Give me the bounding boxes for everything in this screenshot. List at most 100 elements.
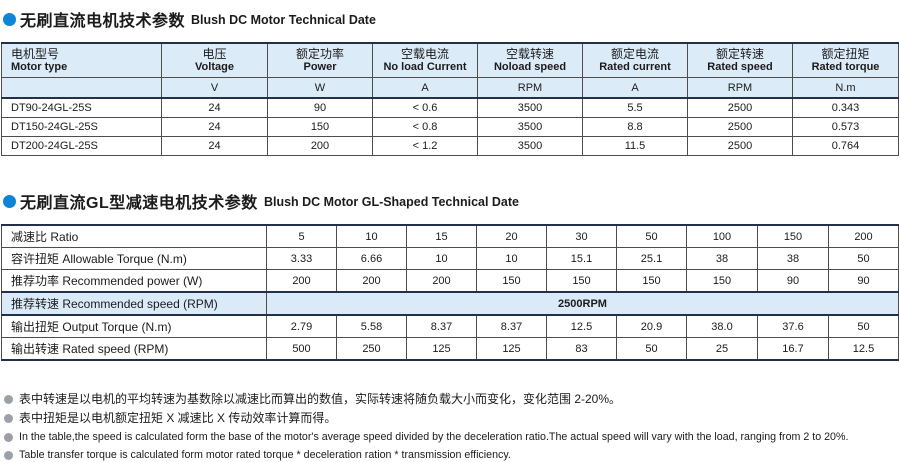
cell: 50	[616, 224, 687, 248]
cell: 3500	[477, 97, 583, 118]
cell: 200	[266, 269, 337, 293]
cell: 150	[616, 269, 687, 293]
table1-units-row: V W A RPM A RPM N.m	[1, 77, 899, 99]
unit-cell: W	[267, 77, 373, 99]
cell: 12.5	[546, 314, 617, 338]
cell: 8.8	[582, 117, 688, 137]
footnote-line: 表中转速是以电机的平均转速为基数除以减速比而算出的数值，实际转速将随负载大小而变…	[4, 392, 899, 407]
cell: 38	[686, 247, 758, 270]
cell: 250	[336, 337, 407, 361]
motor-spec-table: 电机型号 Motor type 电压 Voltage 额定功率 Power 空载…	[1, 42, 899, 156]
cell: 2500	[687, 136, 793, 156]
cell-model: DT150-24GL-25S	[1, 117, 162, 137]
cell: 20	[476, 224, 547, 248]
cell: < 0.8	[372, 117, 478, 137]
unit-cell: A	[582, 77, 688, 99]
cell: 6.66	[336, 247, 407, 270]
table-row-ratio: 减速比 Ratio 5 10 15 20 30 50 100 150 200	[1, 224, 899, 248]
cell: 8.37	[406, 314, 477, 338]
row-label: 推荐转速 Recommended speed (RPM)	[1, 291, 267, 316]
header-cell-noload-current: 空载电流 No load Current	[372, 42, 478, 78]
cell: 15.1	[546, 247, 617, 270]
cell: 150	[686, 269, 758, 293]
table-row: DT200-24GL-25S 24 200 < 1.2 3500 11.5 25…	[1, 136, 899, 156]
cell: 10	[476, 247, 547, 270]
cell: 90	[828, 269, 899, 293]
cell: 200	[828, 224, 899, 248]
cell: 24	[161, 117, 268, 137]
cell: < 1.2	[372, 136, 478, 156]
unit-cell: N.m	[792, 77, 899, 99]
cell: 3.33	[266, 247, 337, 270]
cell: 150	[546, 269, 617, 293]
table-row-recommended-speed: 推荐转速 Recommended speed (RPM) 2500RPM	[1, 291, 899, 316]
cell: 2.79	[266, 314, 337, 338]
cell: 38	[757, 247, 829, 270]
cell: 12.5	[828, 337, 899, 361]
header-cell-rated-speed: 额定转速 Rated speed	[687, 42, 793, 78]
unit-cell: RPM	[687, 77, 793, 99]
cell: 150	[476, 269, 547, 293]
cell: 125	[406, 337, 477, 361]
footnote-line: 表中扭矩是以电机额定扭矩 X 减速比 X 传动效率计算而得。	[4, 411, 899, 426]
merged-speed-cell: 2500RPM	[266, 291, 899, 316]
header-cell-rated-torque: 额定扭矩 Rated torque	[792, 42, 899, 78]
cell: 15	[406, 224, 477, 248]
table-row-output-speed: 输出转速 Rated speed (RPM) 500 250 125 125 8…	[1, 337, 899, 361]
cell: < 0.6	[372, 97, 478, 118]
cell: 10	[406, 247, 477, 270]
table-row-recommended-power: 推荐功率 Recommended power (W) 200 200 200 1…	[1, 269, 899, 293]
cell: 16.7	[757, 337, 829, 361]
footnote-text: 表中扭矩是以电机额定扭矩 X 减速比 X 传动效率计算而得。	[19, 411, 337, 425]
header-cell-voltage: 电压 Voltage	[161, 42, 268, 78]
section2-title-zh: 无刷直流GL型减速电机技术参数	[20, 195, 258, 212]
cell: 5.58	[336, 314, 407, 338]
cell: 150	[757, 224, 829, 248]
cell: 100	[686, 224, 758, 248]
gray-bullet-icon	[4, 395, 13, 404]
cell: 500	[266, 337, 337, 361]
cell-model: DT90-24GL-25S	[1, 97, 162, 118]
section1-title-en: Blush DC Motor Technical Date	[191, 11, 376, 27]
section-gap	[1, 156, 899, 186]
cell-model: DT200-24GL-25S	[1, 136, 162, 156]
cell: 3500	[477, 136, 583, 156]
cell: 90	[757, 269, 829, 293]
cell: 83	[546, 337, 617, 361]
cell: 25	[686, 337, 758, 361]
footnote-text: In the table,the speed is calculated for…	[19, 431, 849, 443]
cell: 150	[267, 117, 373, 137]
cell: 200	[336, 269, 407, 293]
cell: 0.573	[792, 117, 899, 137]
cell: 50	[828, 247, 899, 270]
row-label: 容许扭矩 Allowable Torque (N.m)	[1, 247, 267, 270]
cell: 30	[546, 224, 617, 248]
section1-title: 无刷直流电机技术参数 Blush DC Motor Technical Date	[3, 7, 899, 31]
cell: 25.1	[616, 247, 687, 270]
header-cell-motor-type: 电机型号 Motor type	[1, 42, 162, 78]
cell: 0.343	[792, 97, 899, 118]
cell: 37.6	[757, 314, 829, 338]
footnote-text: 表中转速是以电机的平均转速为基数除以减速比而算出的数值，实际转速将随负载大小而变…	[19, 392, 622, 406]
row-label: 输出转速 Rated speed (RPM)	[1, 337, 267, 361]
row-label: 输出扭矩 Output Torque (N.m)	[1, 314, 267, 338]
row-label: 推荐功率 Recommended power (W)	[1, 269, 267, 293]
cell: 90	[267, 97, 373, 118]
gray-bullet-icon	[4, 451, 13, 460]
table1-header-row: 电机型号 Motor type 电压 Voltage 额定功率 Power 空载…	[1, 42, 899, 78]
gray-bullet-icon	[4, 414, 13, 423]
unit-cell: A	[372, 77, 478, 99]
cell: 10	[336, 224, 407, 248]
cell: 38.0	[686, 314, 758, 338]
cell: 24	[161, 97, 268, 118]
cell: 2500	[687, 97, 793, 118]
section1-title-zh: 无刷直流电机技术参数	[20, 13, 186, 30]
cell: 8.37	[476, 314, 547, 338]
footnotes: 表中转速是以电机的平均转速为基数除以减速比而算出的数值，实际转速将随负载大小而变…	[4, 392, 899, 462]
cell: 5.5	[582, 97, 688, 118]
unit-cell: V	[161, 77, 268, 99]
footnote-text: Table transfer torque is calculated form…	[19, 449, 511, 461]
cell: 2500	[687, 117, 793, 137]
table-row: DT150-24GL-25S 24 150 < 0.8 3500 8.8 250…	[1, 117, 899, 137]
